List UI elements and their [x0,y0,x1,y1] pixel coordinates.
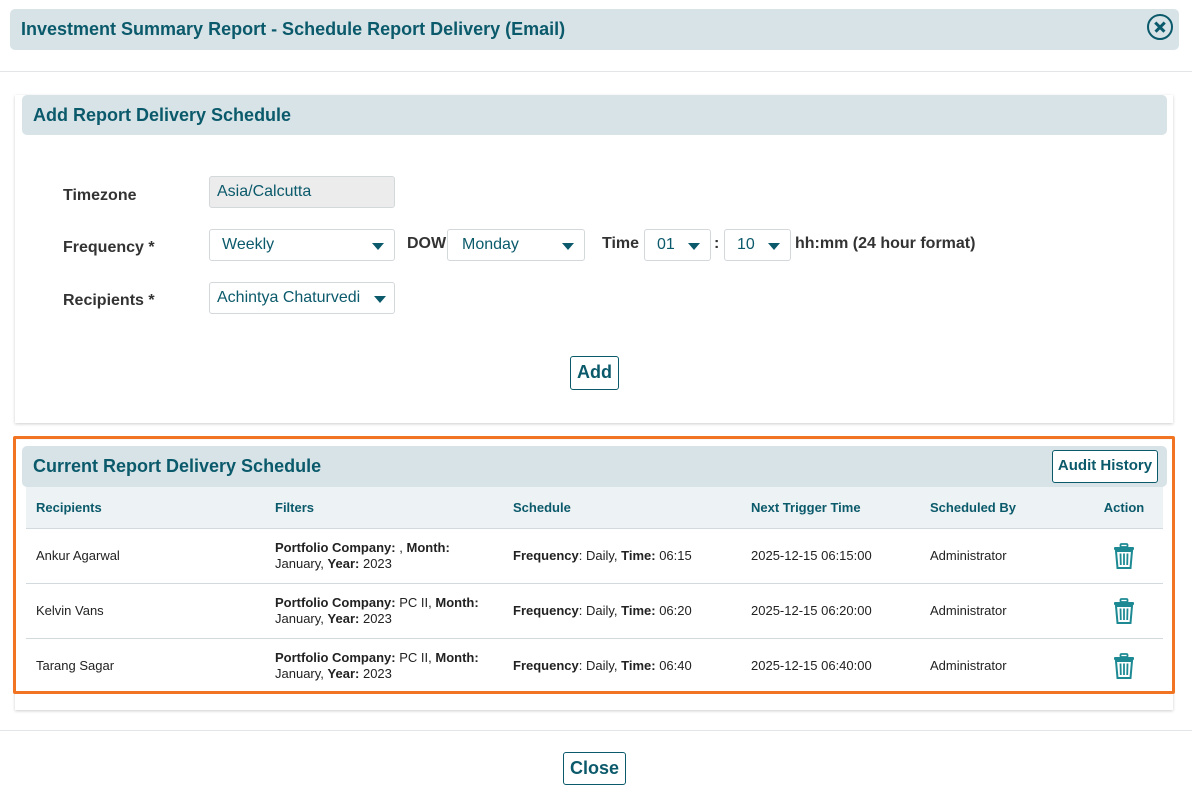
schedule-time-label: Time: [621,658,656,673]
frequency-label: Frequency * [63,239,155,256]
recipient-cell: Ankur Agarwal [26,528,265,584]
current-schedule-highlight [13,436,1175,694]
schedule-cell: Frequency: Daily, Time: 06:40 [503,638,741,694]
chevron-down-icon [768,243,780,250]
schedule-time-value: 06:15 [659,548,692,563]
action-cell [1085,528,1163,584]
dow-value: Monday [462,236,519,253]
filters-cell: Portfolio Company: PC II, Month: January,… [265,638,503,694]
timezone-field: Asia/Calcutta [209,176,395,208]
schedule-time-value: 06:20 [659,603,692,618]
table-row: Ankur Agarwal Portfolio Company: , Month… [26,528,1163,584]
filter-year-label: Year: [327,666,360,681]
next-trigger-cell: 2025-12-15 06:20:00 [741,583,920,639]
dialog-title: Investment Summary Report - Schedule Rep… [21,19,566,39]
scheduled-by-cell: Administrator [920,528,1085,584]
recipients-value: Achintya Chaturvedi [217,289,361,306]
chevron-down-icon [372,243,384,250]
frequency-select[interactable]: Weekly [209,229,395,261]
filter-month-value: January, [275,666,324,681]
schedule-table: Recipients Filters Schedule Next Trigger… [26,487,1163,694]
filter-month-label: Month: [435,650,479,665]
table-row: Kelvin Vans Portfolio Company: PC II, Mo… [26,583,1163,639]
schedule-frequency-value: : Daily, [578,603,618,618]
header-divider [0,71,1192,72]
minute-value: 10 [737,236,755,253]
recipients-label: Recipients * [63,292,155,309]
table-header-row: Recipients Filters Schedule Next Trigger… [26,487,1163,529]
current-schedule-title: Current Report Delivery Schedule [33,456,322,476]
filter-month-label: Month: [435,595,479,610]
dow-select[interactable]: Monday [447,229,585,261]
filter-company-value: PC II, [399,650,432,665]
trash-icon[interactable] [1113,543,1135,569]
audit-history-button[interactable]: Audit History [1052,450,1158,483]
column-header-scheduled-by: Scheduled By [920,487,1085,529]
filter-month-value: January, [275,611,324,626]
schedule-frequency-label: Frequency [513,548,579,563]
recipient-cell: Kelvin Vans [26,583,265,639]
filter-company-value: PC II, [399,595,432,610]
filter-year-value: 2023 [362,666,392,681]
filter-company-label: Portfolio Company: [275,650,396,665]
filter-month-label: Month: [406,540,450,555]
timezone-label: Timezone [63,187,137,204]
action-cell [1085,638,1163,694]
chevron-down-icon [562,243,574,250]
filter-year-value: 2023 [362,556,392,571]
schedule-frequency-value: : Daily, [578,658,618,673]
filter-year-value: 2023 [362,611,392,626]
filter-company-value: , [399,540,403,555]
filter-company-label: Portfolio Company: [275,540,396,555]
schedule-time-label: Time: [621,603,656,618]
column-header-action: Action [1085,487,1163,529]
schedule-cell: Frequency: Daily, Time: 06:20 [503,583,741,639]
schedule-frequency-label: Frequency [513,658,579,673]
filter-company-label: Portfolio Company: [275,595,396,610]
add-button[interactable]: Add [570,356,619,390]
action-cell [1085,583,1163,639]
scheduled-by-cell: Administrator [920,638,1085,694]
recipients-select[interactable]: Achintya Chaturvedi [209,282,395,314]
schedule-time-label: Time: [621,548,656,563]
chevron-down-icon [688,243,700,250]
close-circle-icon[interactable] [1147,14,1173,40]
time-format-hint: hh:mm (24 hour format) [795,235,976,252]
column-header-next-trigger: Next Trigger Time [741,487,920,529]
footer-divider [0,730,1192,731]
minute-select[interactable]: 10 [724,229,791,261]
schedule-cell: Frequency: Daily, Time: 06:15 [503,528,741,584]
current-schedule-header: Current Report Delivery Schedule [22,446,1167,487]
scheduled-by-cell: Administrator [920,583,1085,639]
timezone-value: Asia/Calcutta [217,183,312,200]
filter-year-label: Year: [327,556,360,571]
frequency-value: Weekly [222,236,275,253]
schedule-time-value: 06:40 [659,658,692,673]
column-header-recipients: Recipients [26,487,265,529]
add-schedule-header: Add Report Delivery Schedule [22,95,1167,135]
filters-cell: Portfolio Company: PC II, Month: January,… [265,583,503,639]
schedule-frequency-label: Frequency [513,603,579,618]
add-schedule-title: Add Report Delivery Schedule [33,105,292,125]
filter-year-label: Year: [327,611,360,626]
time-label: Time [602,235,640,252]
filter-month-value: January, [275,556,324,571]
dow-label: DOW [407,235,447,252]
column-header-schedule: Schedule [503,487,741,529]
next-trigger-cell: 2025-12-15 06:15:00 [741,528,920,584]
table-row: Tarang Sagar Portfolio Company: PC II, M… [26,638,1163,694]
schedule-frequency-value: : Daily, [578,548,618,563]
chevron-down-icon [374,296,386,303]
trash-icon[interactable] [1113,653,1135,679]
recipient-cell: Tarang Sagar [26,638,265,694]
next-trigger-cell: 2025-12-15 06:40:00 [741,638,920,694]
filters-cell: Portfolio Company: , Month: January, Year… [265,528,503,584]
dialog-header: Investment Summary Report - Schedule Rep… [10,9,1179,50]
time-separator: : [714,235,720,252]
column-header-filters: Filters [265,487,503,529]
hour-value: 01 [657,236,675,253]
trash-icon[interactable] [1113,598,1135,624]
hour-select[interactable]: 01 [644,229,711,261]
close-button[interactable]: Close [563,752,626,785]
